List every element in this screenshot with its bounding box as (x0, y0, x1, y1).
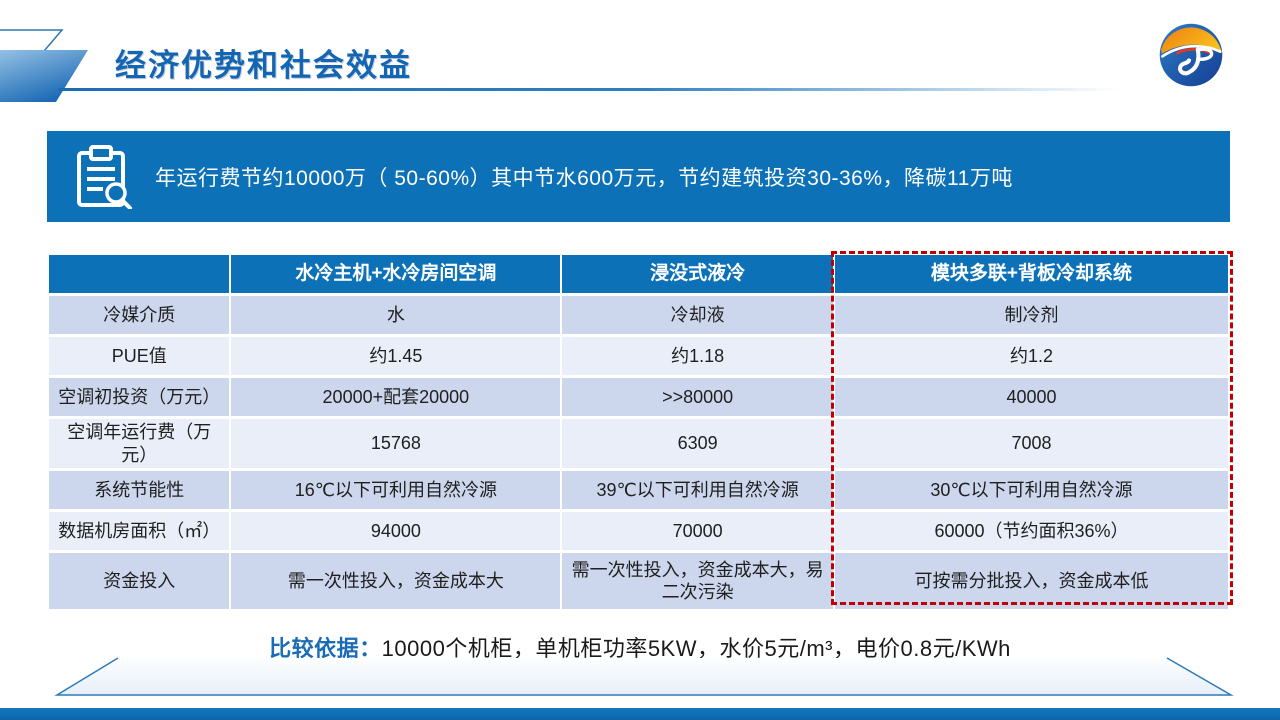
page-title: 经济优势和社会效益 (115, 48, 412, 83)
table-cell: 约1.2 (834, 337, 1228, 375)
table-cell: 7008 (834, 419, 1228, 468)
row-label: 系统节能性 (49, 471, 230, 509)
bottom-blue-bar (0, 708, 1280, 720)
comparison-basis-text: 10000个机柜，单机柜功率5KW，水价5元/m³，电价0.8元/KWh (381, 636, 1011, 661)
table-cell: 70000 (562, 512, 833, 550)
table-row-initial-investment: 空调初投资（万元） 20000+配套20000 >>80000 40000 (49, 378, 1228, 416)
table-row-annual-operating-cost: 空调年运行费（万元） 15768 6309 7008 (49, 419, 1228, 468)
table-cell: 39℃以下可利用自然冷源 (562, 471, 833, 509)
summary-banner-text: 年运行费节约10000万（ 50-60%）其中节水600万元，节约建筑投资30-… (155, 166, 1013, 190)
title-underline (58, 88, 1120, 91)
row-label: 数据机房面积（㎡） (49, 512, 230, 550)
summary-banner: 年运行费节约10000万（ 50-60%）其中节水600万元，节约建筑投资30-… (47, 131, 1230, 222)
table-cell: 20000+配套20000 (231, 378, 561, 416)
table-row-energy-saving: 系统节能性 16℃以下可利用自然冷源 39℃以下可利用自然冷源 30℃以下可利用… (49, 471, 1228, 509)
table-cell: 需一次性投入，资金成本大 (231, 553, 561, 609)
comparison-table: 水冷主机+水冷房间空调 浸没式液冷 模块多联+背板冷却系统 冷媒介质 水 冷却液… (47, 252, 1230, 612)
table-cell: 可按需分批投入，资金成本低 (834, 553, 1228, 609)
table-cell: 30℃以下可利用自然冷源 (834, 471, 1228, 509)
row-label: 冷媒介质 (49, 296, 230, 334)
row-label: PUE值 (49, 337, 230, 375)
table-row-capital-investment: 资金投入 需一次性投入，资金成本大 需一次性投入，资金成本大，易二次污染 可按需… (49, 553, 1228, 609)
table-header-corner (49, 255, 230, 293)
table-cell: 冷却液 (562, 296, 833, 334)
row-label: 空调年运行费（万元） (49, 419, 230, 468)
table-cell: 约1.45 (231, 337, 561, 375)
table-header-modular-system: 模块多联+背板冷却系统 (834, 255, 1228, 293)
comparison-basis-label: 比较依据： (269, 636, 382, 661)
clipboard-search-icon (77, 144, 132, 209)
row-label: 资金投入 (49, 553, 230, 609)
table-cell: 需一次性投入，资金成本大，易二次污染 (562, 553, 833, 609)
table-row-coolant-medium: 冷媒介质 水 冷却液 制冷剂 (49, 296, 1228, 334)
table-header-immersion-cooling: 浸没式液冷 (562, 255, 833, 293)
comparison-basis-note: 比较依据：10000个机柜，单机柜功率5KW，水价5元/m³，电价0.8元/KW… (0, 631, 1280, 663)
table-cell: 制冷剂 (834, 296, 1228, 334)
table-cell: 94000 (231, 512, 561, 550)
table-cell: >>80000 (562, 378, 833, 416)
table-cell: 16℃以下可利用自然冷源 (231, 471, 561, 509)
company-logo-icon (1159, 23, 1223, 87)
table-cell: 40000 (834, 378, 1228, 416)
table-cell: 约1.18 (562, 337, 833, 375)
table-header-water-cooling: 水冷主机+水冷房间空调 (231, 255, 561, 293)
table-cell: 60000（节约面积36%） (834, 512, 1228, 550)
table-header-row: 水冷主机+水冷房间空调 浸没式液冷 模块多联+背板冷却系统 (49, 255, 1228, 293)
table-cell: 15768 (231, 419, 561, 468)
row-label: 空调初投资（万元） (49, 378, 230, 416)
table-cell: 6309 (562, 419, 833, 468)
corner-decoration (0, 29, 88, 102)
bottom-trapezoid-decoration (54, 657, 1234, 696)
table-row-pue: PUE值 约1.45 约1.18 约1.2 (49, 337, 1228, 375)
table-row-room-area: 数据机房面积（㎡） 94000 70000 60000（节约面积36%） (49, 512, 1228, 550)
table-cell: 水 (231, 296, 561, 334)
